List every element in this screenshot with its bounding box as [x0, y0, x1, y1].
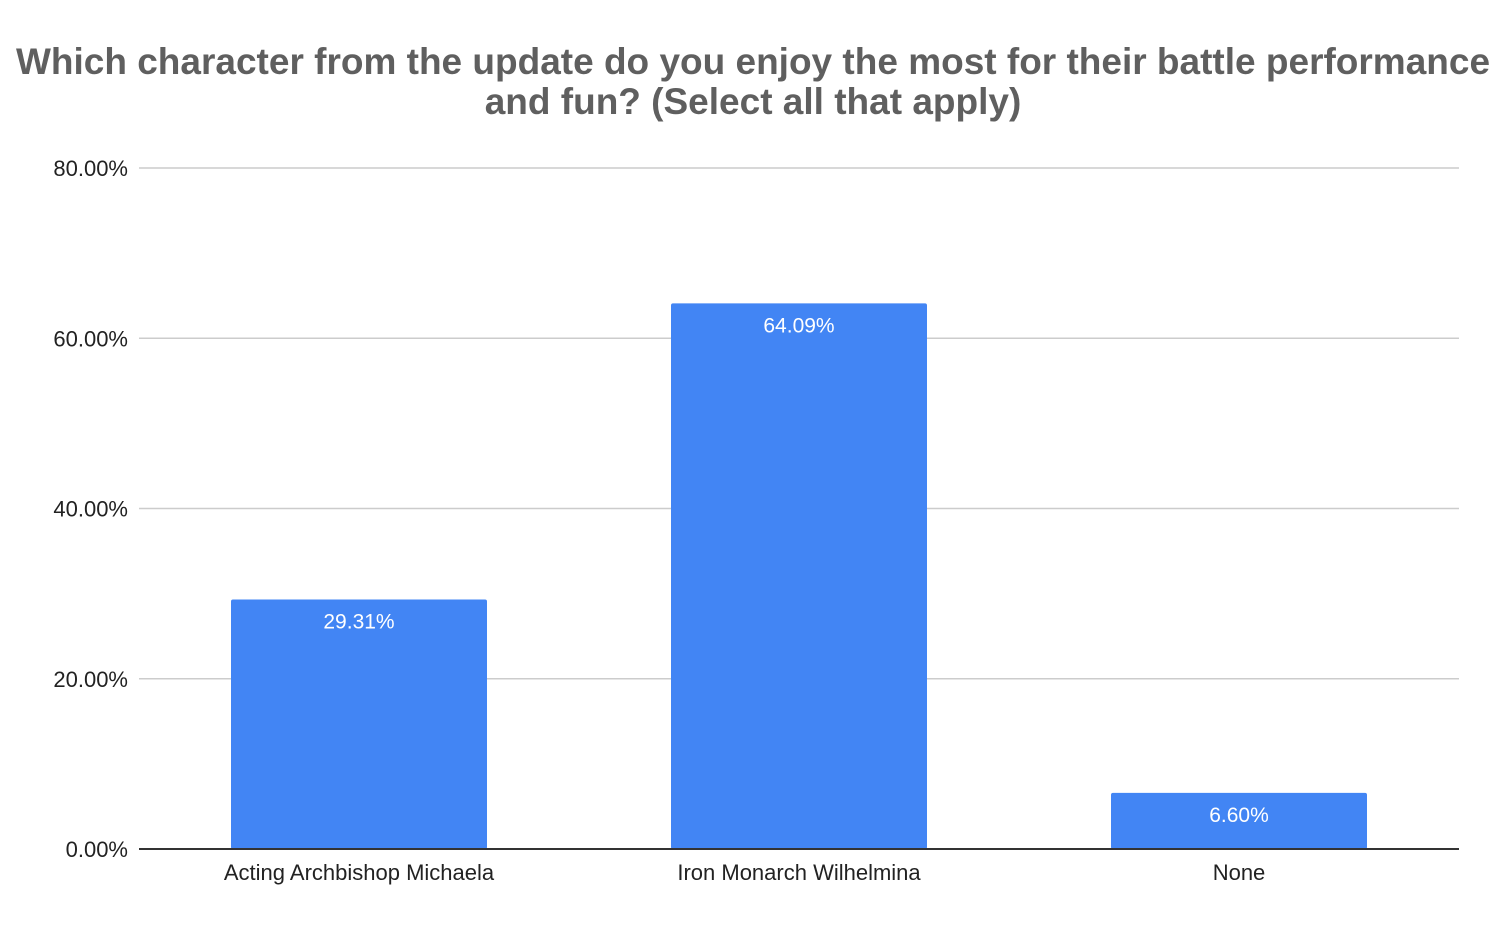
- data-label: 6.60%: [1209, 804, 1269, 827]
- y-tick-label: 60.00%: [53, 326, 128, 351]
- x-category-label: Acting Archbishop Michaela: [224, 860, 495, 885]
- data-label: 64.09%: [763, 314, 834, 337]
- y-tick-label: 80.00%: [53, 156, 128, 181]
- x-category-label: None: [1213, 860, 1266, 885]
- data-label: 29.31%: [323, 610, 394, 633]
- y-axis-ticks: 0.00% 20.00% 40.00% 60.00% 80.00%: [53, 156, 128, 862]
- data-labels: 29.31% 64.09% 6.60%: [323, 314, 1268, 826]
- bar: [671, 303, 927, 850]
- y-tick-label: 20.00%: [53, 667, 128, 692]
- y-tick-label: 40.00%: [53, 497, 128, 522]
- chart-title: Which character from the update do you e…: [15, 41, 1491, 122]
- x-category-label: Iron Monarch Wilhelmina: [677, 860, 921, 885]
- bars: [231, 303, 1367, 850]
- x-axis-categories: Acting Archbishop Michaela Iron Monarch W…: [224, 860, 1265, 885]
- bar: [231, 599, 487, 849]
- bar: [1111, 792, 1367, 849]
- y-tick-label: 0.00%: [66, 837, 128, 862]
